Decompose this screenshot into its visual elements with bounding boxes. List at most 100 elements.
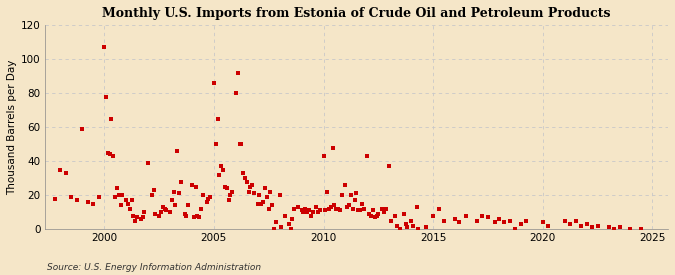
- Point: [252, 202, 263, 206]
- Point: [126, 198, 137, 202]
- Point: [260, 186, 271, 191]
- Point: [284, 222, 294, 226]
- Point: [460, 213, 471, 218]
- Point: [267, 203, 278, 208]
- Point: [93, 195, 104, 199]
- Point: [201, 200, 212, 204]
- Point: [323, 207, 334, 211]
- Point: [358, 207, 369, 211]
- Point: [625, 227, 636, 231]
- Point: [136, 217, 146, 221]
- Point: [72, 198, 82, 202]
- Point: [428, 213, 439, 218]
- Point: [302, 210, 313, 214]
- Point: [493, 217, 504, 221]
- Point: [221, 186, 232, 191]
- Point: [148, 188, 159, 192]
- Point: [336, 193, 347, 197]
- Point: [413, 227, 424, 231]
- Point: [609, 227, 620, 231]
- Point: [198, 193, 209, 197]
- Point: [180, 212, 190, 216]
- Point: [377, 207, 387, 211]
- Point: [168, 189, 179, 194]
- Point: [203, 196, 214, 201]
- Point: [128, 213, 139, 218]
- Point: [66, 195, 77, 199]
- Point: [106, 117, 117, 121]
- Point: [560, 218, 570, 223]
- Point: [351, 191, 362, 196]
- Point: [274, 193, 285, 197]
- Point: [342, 205, 352, 209]
- Point: [234, 142, 245, 146]
- Title: Monthly U.S. Imports from Estonia of Crude Oil and Petroleum Products: Monthly U.S. Imports from Estonia of Cru…: [102, 7, 611, 20]
- Point: [406, 218, 416, 223]
- Point: [132, 215, 142, 219]
- Point: [565, 222, 576, 226]
- Point: [483, 215, 493, 219]
- Point: [287, 217, 298, 221]
- Point: [263, 207, 274, 211]
- Point: [209, 81, 219, 85]
- Point: [77, 127, 88, 131]
- Point: [395, 227, 406, 231]
- Point: [411, 205, 422, 209]
- Point: [223, 198, 234, 202]
- Point: [194, 215, 205, 219]
- Point: [327, 145, 338, 150]
- Point: [101, 94, 111, 99]
- Point: [355, 208, 366, 213]
- Point: [400, 222, 411, 226]
- Point: [165, 210, 176, 214]
- Point: [212, 117, 223, 121]
- Point: [137, 215, 148, 219]
- Point: [276, 225, 287, 230]
- Point: [587, 225, 597, 230]
- Point: [592, 224, 603, 228]
- Point: [472, 218, 483, 223]
- Point: [433, 207, 444, 211]
- Point: [216, 164, 227, 169]
- Point: [181, 213, 192, 218]
- Point: [192, 213, 202, 218]
- Point: [205, 195, 215, 199]
- Point: [146, 193, 157, 197]
- Point: [318, 154, 329, 158]
- Point: [439, 218, 450, 223]
- Point: [161, 208, 171, 213]
- Point: [248, 191, 259, 196]
- Point: [477, 213, 488, 218]
- Point: [183, 203, 194, 208]
- Point: [346, 193, 356, 197]
- Point: [245, 185, 256, 189]
- Point: [296, 208, 307, 213]
- Point: [254, 193, 265, 197]
- Point: [307, 210, 318, 214]
- Point: [243, 189, 254, 194]
- Point: [329, 203, 340, 208]
- Point: [219, 185, 230, 189]
- Point: [340, 183, 351, 187]
- Point: [304, 208, 315, 213]
- Point: [176, 179, 186, 184]
- Point: [504, 218, 515, 223]
- Point: [117, 193, 128, 197]
- Y-axis label: Thousand Barrels per Day: Thousand Barrels per Day: [7, 59, 17, 195]
- Point: [170, 203, 181, 208]
- Point: [335, 208, 346, 213]
- Point: [108, 154, 119, 158]
- Point: [261, 195, 272, 199]
- Point: [454, 220, 464, 225]
- Point: [256, 202, 267, 206]
- Point: [225, 193, 236, 197]
- Point: [292, 205, 303, 209]
- Point: [402, 225, 413, 230]
- Point: [510, 227, 521, 231]
- Point: [347, 207, 358, 211]
- Point: [499, 220, 510, 225]
- Point: [391, 224, 402, 228]
- Point: [379, 210, 389, 214]
- Point: [537, 220, 548, 225]
- Point: [166, 198, 177, 202]
